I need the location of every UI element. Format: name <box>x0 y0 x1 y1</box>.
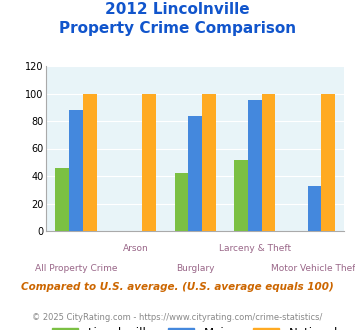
Bar <box>189 115 202 231</box>
Text: Motor Vehicle Theft: Motor Vehicle Theft <box>271 264 355 273</box>
Text: Arson: Arson <box>123 244 148 253</box>
Bar <box>175 173 189 231</box>
Bar <box>55 168 69 231</box>
Bar <box>142 93 156 231</box>
Text: 2012 Lincolnville: 2012 Lincolnville <box>105 2 250 16</box>
Bar <box>202 93 216 231</box>
Bar <box>248 100 262 231</box>
Bar <box>321 93 335 231</box>
Bar <box>69 110 83 231</box>
Bar <box>234 159 248 231</box>
Text: Compared to U.S. average. (U.S. average equals 100): Compared to U.S. average. (U.S. average … <box>21 282 334 292</box>
Legend: Lincolnville, Maine, National: Lincolnville, Maine, National <box>48 323 343 330</box>
Text: Burglary: Burglary <box>176 264 214 273</box>
Text: Larceny & Theft: Larceny & Theft <box>219 244 291 253</box>
Bar <box>83 93 97 231</box>
Text: © 2025 CityRating.com - https://www.cityrating.com/crime-statistics/: © 2025 CityRating.com - https://www.city… <box>32 314 323 322</box>
Bar <box>308 185 321 231</box>
Bar <box>262 93 275 231</box>
Text: Property Crime Comparison: Property Crime Comparison <box>59 21 296 36</box>
Text: All Property Crime: All Property Crime <box>35 264 117 273</box>
